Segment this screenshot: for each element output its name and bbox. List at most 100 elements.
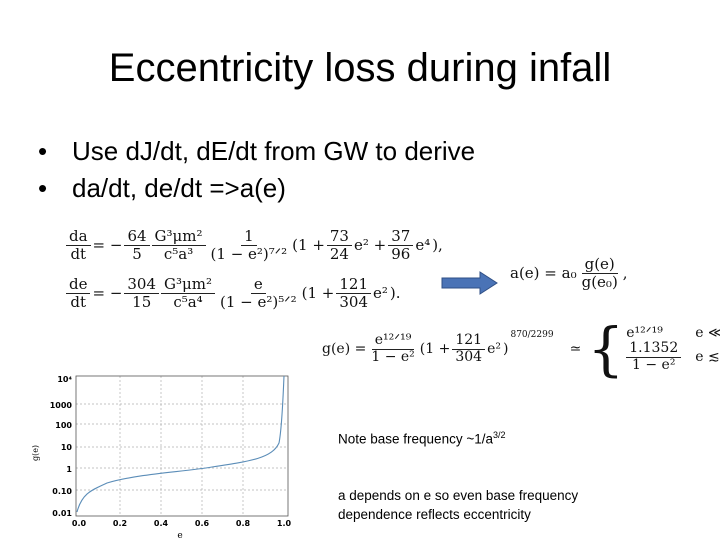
bullet-dot: • [38,173,48,203]
denominator: 96 [391,244,411,263]
note-text: Note base frequency ~1/a [338,431,493,447]
plot-frame [75,375,289,517]
equation-de-dt: de dt = − 304 15 G³μm² c⁵a⁴ e (1 − e²)⁵ᐟ² (1… [66,276,403,310]
numerator: e [250,276,266,294]
equation-lhs: a(e) = a₀ [510,264,577,282]
close-paren: ), [432,236,443,254]
denominator: 24 [329,244,349,263]
term-variable: e⁴ [415,236,431,254]
denominator: 304 [455,348,483,365]
x-tick-label: 0.6 [195,519,210,528]
denominator: dt [70,244,87,263]
numerator: 304 [124,276,160,294]
term-fraction: 73 24 [326,228,352,263]
y-tick-labels: 10⁴ 1000 100 10 1 0.10 0.01 [50,375,73,518]
plot-gridlines [76,376,288,516]
physics-fraction: G³μm² c⁵a⁴ [161,276,216,311]
plot-y-label: g(e) [32,445,40,461]
term-fraction: 37 96 [388,228,414,263]
numerator: da [66,228,91,246]
denominator: 1 − e² [632,356,676,373]
denominator: 5 [132,244,142,263]
base-frequency-note: Note base frequency ~1/a3/2 [338,426,506,449]
numerator: g(e) [581,256,618,274]
exponent: 870/2299 [510,330,554,340]
case-fraction: 1.1352 1 − e² [626,340,682,373]
equation-da-dt: da dt = − 64 5 G³μm² c⁵a³ 1 (1 − e²)⁷ᐟ² (1 +… [66,228,445,262]
denominator: 304 [339,292,369,311]
note-exponent: 3/2 [492,430,506,440]
x-tick-labels: 0.0 0.2 0.4 0.6 0.8 1.0 [72,519,292,528]
g-of-e-plot: g(e) e 10⁴ 1000 100 10 1 0.10 0.01 0.0 0… [32,375,292,540]
denominator: c⁵a³ [163,244,194,263]
numerator: 121 [336,276,372,294]
open-paren: (1 + [301,284,335,302]
denominator: (1 − e²)⁷ᐟ² [210,244,288,263]
numerator: 37 [388,228,414,246]
open-paren: (1 + [419,341,451,357]
lhs-fraction: da dt [66,228,91,262]
y-tick-label: 0.01 [52,509,72,518]
term-variable: e² + [353,236,387,254]
denominator: c⁵a⁴ [173,292,203,311]
term-fraction: 121 304 [452,332,486,365]
equals-sign: = − [92,236,123,254]
numerator: de [66,276,91,294]
plot-x-label: e [177,531,182,540]
numerator: 121 [452,332,486,350]
denominator: g(e₀) [581,272,618,291]
bullet-text: da/dt, de/dt =>a(e) [72,173,286,203]
numerator: 64 [124,228,150,246]
coefficient-fraction: 304 15 [124,276,160,311]
denominator: dt [70,292,87,311]
bullet-text: Use dJ/dt, dE/dt from GW to derive [72,136,476,166]
y-tick-label: 10⁴ [57,375,72,384]
close-paren: ). [389,284,401,302]
eccentricity-fraction: 1 (1 − e²)⁷ᐟ² [208,228,291,262]
numerator: e¹²ᐟ¹⁹ [371,332,415,350]
right-arrow-icon [441,271,498,295]
term-fraction: 121 304 [336,276,372,311]
note-line: a depends on e so even base frequency [338,488,579,503]
g-ratio-fraction: g(e) g(e₀) [579,256,621,290]
lhs-fraction: de dt [66,276,91,311]
numerator: 1.1352 [626,340,682,358]
x-tick-label: 0.0 [72,519,87,528]
equation-a-of-e: a(e) = a₀ g(e) g(e₀) , [510,256,630,290]
numerator: 73 [326,228,352,246]
denominator: 15 [132,292,152,311]
case-value: e¹²ᐟ¹⁹ [626,325,663,342]
y-tick-label: 1 [66,465,72,474]
x-tick-label: 1.0 [277,519,292,528]
bullet-dot: • [38,136,48,166]
numerator: 1 [241,228,257,246]
approx-sign: ≃ [569,341,582,357]
y-tick-label: 1000 [50,401,73,410]
bullet-item: • Use dJ/dt, dE/dt from GW to derive [38,134,475,168]
denominator: 1 − e² [371,348,415,365]
equation-lhs: g(e) = [322,341,367,357]
term-variable: e² [487,341,501,357]
case-condition: e ≪ 1 [695,325,720,342]
x-tick-label: 0.2 [113,519,127,528]
bullet-item: • da/dt, de/dt =>a(e) [38,171,286,205]
comma: , [622,264,628,282]
case-condition: e ≲ 1 [695,349,720,365]
x-tick-label: 0.4 [154,519,169,528]
numerator: G³μm² [151,228,206,246]
term-variable: e² [373,284,388,302]
note-line: dependence reflects eccentricity [338,507,531,522]
numerator: G³μm² [161,276,216,294]
equals-sign: = − [92,284,123,302]
slide-title: Eccentricity loss during infall [108,46,612,90]
g-of-e-curve [76,375,285,513]
open-paren: (1 + [292,236,325,254]
close-paren: ) [503,341,509,357]
x-tick-label: 0.8 [236,519,251,528]
y-tick-label: 0.10 [52,487,72,496]
eccentricity-fraction: e (1 − e²)⁵ᐟ² [217,276,300,310]
physics-fraction: G³μm² c⁵a³ [151,228,206,263]
equation-g-of-e: g(e) = e¹²ᐟ¹⁹ 1 − e² (1 + 121 304 e² ) 870… [322,320,720,378]
y-tick-label: 10 [61,443,73,452]
